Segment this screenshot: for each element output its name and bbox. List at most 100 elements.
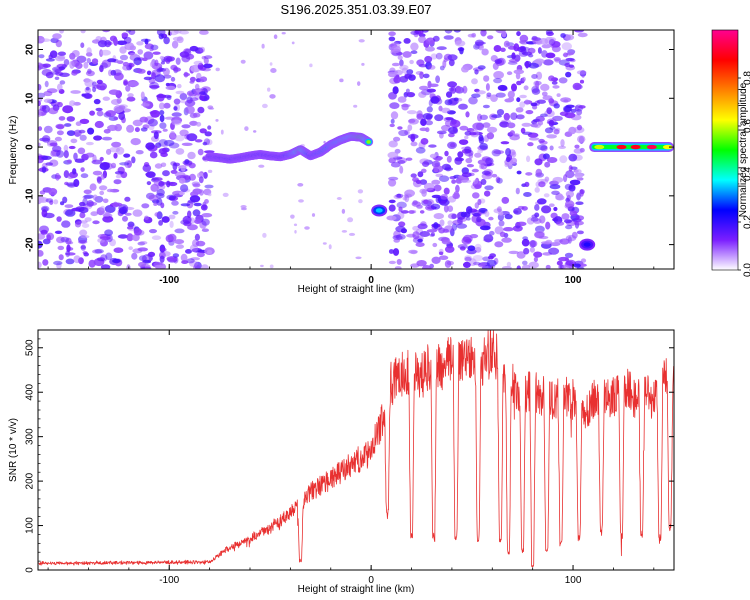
noise-blob [185, 249, 192, 254]
noise-blob [519, 94, 527, 99]
dip-core [583, 242, 591, 247]
noise-blob [419, 188, 427, 194]
noise-blob [54, 136, 63, 142]
noise-blob [193, 112, 201, 118]
noise-blob [65, 258, 75, 265]
noise-blob [501, 31, 507, 38]
noise-blob [137, 241, 146, 246]
noise-blob [74, 221, 82, 228]
noise-blob [149, 61, 155, 67]
noise-blob [576, 192, 581, 201]
tone-track [205, 132, 374, 164]
noise-speck [240, 205, 247, 209]
noise-blob [80, 235, 90, 239]
noise-blob [52, 66, 63, 72]
noise-blob [403, 38, 411, 44]
noise-blob [531, 214, 538, 219]
noise-blob [548, 119, 555, 127]
tone-dip [371, 204, 388, 217]
noise-blob [496, 177, 503, 184]
noise-blob [70, 138, 78, 144]
noise-blob [561, 265, 573, 269]
noise-blob [537, 47, 542, 54]
noise-blob [515, 187, 520, 195]
noise-blob [57, 245, 65, 251]
noise-blob [100, 49, 111, 56]
noise-speck [298, 199, 304, 203]
noise-blob [138, 261, 146, 268]
noise-blob [139, 116, 149, 123]
noise-blob [543, 59, 554, 66]
noise-blob [451, 213, 457, 219]
noise-blob [553, 128, 560, 135]
noise-blob [405, 157, 413, 161]
noise-blob [564, 252, 574, 258]
noise-blob [560, 33, 566, 38]
noise-blob [158, 102, 165, 110]
noise-blob [530, 102, 538, 107]
noise-blob [63, 123, 72, 127]
noise-speck [353, 104, 358, 108]
noise-blob [86, 47, 92, 55]
noise-blob [66, 241, 74, 245]
noise-speck [269, 94, 276, 99]
snr-plot-area [38, 330, 674, 568]
noise-blob [559, 111, 569, 117]
noise-blob [474, 152, 482, 158]
noise-blob [541, 44, 552, 49]
noise-blob [439, 175, 450, 182]
noise-blob [63, 144, 69, 152]
noise-blob [535, 168, 543, 177]
noise-blob [426, 106, 433, 113]
noise-blob [45, 162, 53, 166]
noise-blob [538, 181, 546, 188]
noise-blob [102, 30, 111, 33]
noise-blob [62, 105, 74, 114]
noise-blob [556, 93, 561, 97]
snr-panel: -100 0 100 0 100 200 300 400 500 Height of strai… [8, 329, 675, 595]
noise-blob [395, 225, 406, 233]
snr-frame [37, 329, 675, 571]
noise-blob [483, 75, 490, 82]
noise-blob [45, 198, 54, 203]
noise-blob [187, 199, 196, 204]
noise-blob [49, 142, 58, 147]
noise-blob [132, 234, 140, 242]
noise-blob [162, 170, 170, 177]
noise-blob [427, 80, 432, 89]
sparse-region [207, 32, 365, 269]
noise-blob [523, 192, 532, 197]
noise-blob [41, 166, 47, 174]
noise-blob [394, 69, 403, 76]
noise-blob [125, 85, 131, 92]
noise-blob [415, 147, 426, 154]
noise-blob [204, 184, 214, 189]
noise-blob [490, 94, 498, 102]
noise-blob [162, 128, 168, 132]
noise-blob [574, 173, 584, 179]
noise-blob [436, 46, 447, 51]
noise-blob [83, 189, 92, 195]
noise-blob [497, 206, 502, 213]
noise-blob [435, 75, 440, 84]
noise-blob [531, 74, 538, 79]
noise-blob [126, 30, 132, 33]
noise-blob [441, 163, 451, 171]
noise-blob [114, 171, 124, 175]
noise-blob [86, 200, 94, 207]
noise-blob [438, 255, 449, 260]
noise-blob [162, 251, 171, 257]
noise-speck [297, 183, 304, 187]
noise-blob [515, 114, 525, 120]
noise-blob [556, 221, 565, 226]
noise-blob [409, 59, 414, 65]
noise-blob [561, 213, 570, 220]
noise-blob [460, 179, 472, 183]
noise-blob [175, 57, 181, 65]
noise-blob [449, 119, 461, 128]
noise-blob [509, 130, 515, 136]
noise-blob [486, 132, 495, 140]
noise-blob [204, 199, 209, 204]
noise-blob [445, 117, 454, 121]
noise-blob [417, 238, 423, 243]
